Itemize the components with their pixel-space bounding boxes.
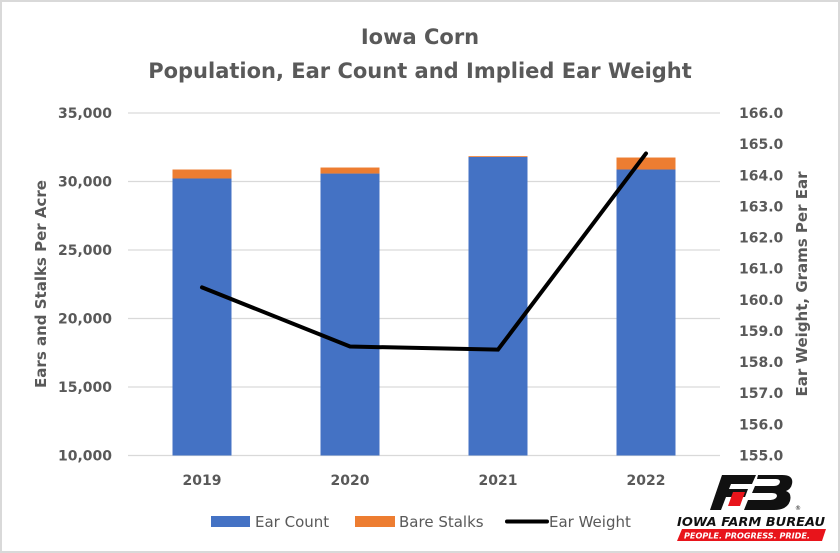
y2-tick-label: 155.0 — [739, 449, 784, 465]
y-tick-label: 15,000 — [58, 380, 112, 396]
y-tick-label: 35,000 — [58, 106, 112, 122]
y2-axis-label: Ear Weight, Grams Per Ear — [793, 171, 811, 397]
y2-tick-label: 159.0 — [739, 324, 784, 340]
bar-bare-stalks-2020 — [320, 167, 380, 174]
y-tick-label: 25,000 — [58, 243, 112, 259]
x-axis-ticks: 2019 2020 2021 2022 — [183, 473, 666, 489]
legend-swatch-ear-count — [211, 516, 250, 527]
bar-bare-stalks-2022 — [616, 157, 676, 170]
legend-label-ear-count: Ear Count — [255, 513, 329, 531]
y2-tick-label: 164.0 — [739, 168, 784, 184]
registered-mark: ® — [795, 505, 801, 512]
x-tick-label: 2020 — [331, 473, 370, 489]
iowa-farm-bureau-logo: ® IOWA FARM BUREAU PEOPLE. PROGRESS. PRI… — [677, 475, 826, 541]
legend-label-bare-stalks: Bare Stalks — [399, 513, 484, 531]
bar-bare-stalks-2019 — [172, 169, 232, 179]
y2-tick-label: 156.0 — [739, 417, 784, 433]
y-axis-label: Ears and Stalks Per Acre — [32, 180, 50, 388]
y2-tick-label: 161.0 — [739, 262, 784, 278]
y-tick-label: 20,000 — [58, 312, 112, 328]
bar-ear-count-2020 — [320, 173, 380, 456]
x-tick-label: 2022 — [627, 473, 666, 489]
y-tick-label: 10,000 — [58, 449, 112, 465]
chart-subtitle: Population, Ear Count and Implied Ear We… — [148, 59, 692, 83]
x-tick-label: 2021 — [479, 473, 518, 489]
y2-tick-label: 158.0 — [739, 355, 784, 371]
logo-tagline-banner — [677, 529, 826, 541]
y2-tick-label: 165.0 — [739, 137, 784, 153]
y2-tick-label: 160.0 — [739, 293, 784, 309]
logo-tagline: PEOPLE. PROGRESS. PRIDE. — [684, 532, 810, 541]
bar-ear-count-2022 — [616, 169, 676, 456]
fb-emblem-icon: ® — [710, 475, 801, 512]
bars — [172, 156, 676, 456]
ear-weight-line-group — [200, 151, 648, 352]
logo-name: IOWA FARM BUREAU — [677, 514, 825, 529]
bar-ear-count-2019 — [172, 178, 232, 456]
line-ear-weight — [200, 151, 648, 352]
legend: Ear Count Bare Stalks Ear Weight — [211, 513, 631, 531]
chart-title: Iowa Corn — [361, 25, 479, 49]
y-tick-label: 30,000 — [58, 175, 112, 191]
y2-tick-label: 163.0 — [739, 199, 784, 215]
y2-tick-label: 157.0 — [739, 386, 784, 402]
y2-tick-label: 162.0 — [739, 231, 784, 247]
bar-bare-stalks-2021 — [468, 156, 528, 157]
right-axis-ticks: 155.0 156.0 157.0 158.0 159.0 160.0 161.0 162.0… — [739, 106, 784, 465]
bar-ear-count-2021 — [468, 156, 528, 456]
y2-tick-label: 166.0 — [739, 106, 784, 122]
left-axis-ticks: 10,000 15,000 20,000 25,000 30,000 35,000 — [58, 106, 112, 465]
legend-swatch-bare-stalks — [355, 516, 395, 527]
x-tick-label: 2019 — [183, 473, 222, 489]
legend-label-ear-weight: Ear Weight — [549, 513, 631, 531]
